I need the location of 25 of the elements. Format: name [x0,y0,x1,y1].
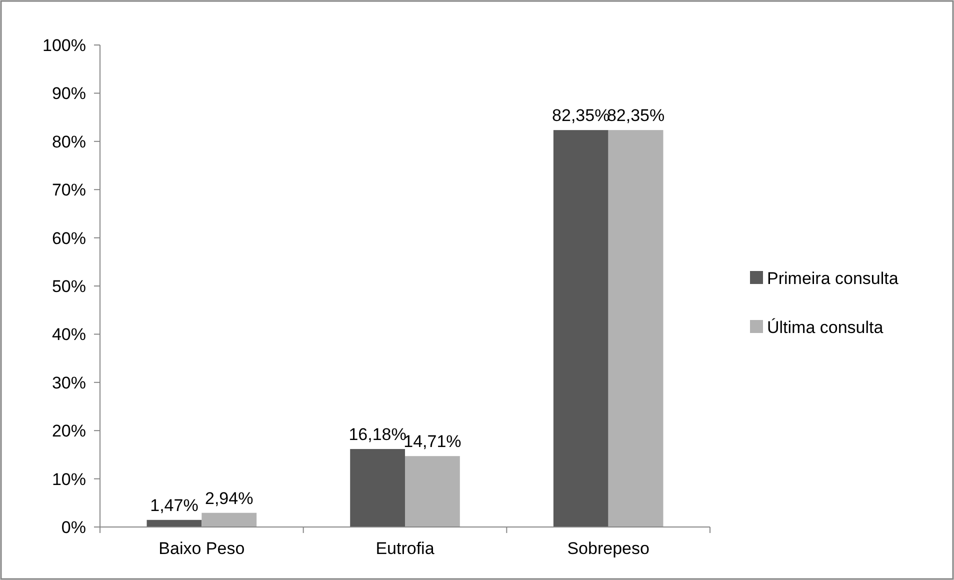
data-label: 2,94% [205,488,254,508]
y-tick-label: 60% [52,228,86,248]
y-tick-label: 50% [52,276,86,296]
x-tick-label: Baixo Peso [158,539,245,558]
y-tick-label: 20% [52,422,86,441]
y-tick-label: 100% [42,36,86,55]
y-tick-label: 70% [52,180,86,200]
bar [350,449,405,527]
data-label: 16,18% [348,425,406,444]
bar [553,130,608,527]
bar [405,456,460,527]
bar [146,520,202,527]
y-tick-label: 0% [61,518,86,537]
x-tick-label: Eutrofia [376,539,435,558]
y-tick-label: 90% [52,84,86,104]
x-tick-label: Sobrepeso [567,539,650,558]
bar [608,130,664,527]
y-tick-label: 10% [52,470,86,489]
bar [202,512,257,527]
legend-label: Última consulta [767,318,884,337]
y-tick-label: 40% [52,325,86,344]
y-tick-label: 30% [52,373,86,392]
data-label: 1,47% [150,496,198,515]
y-tick-label: 80% [52,132,86,152]
legend-label: Primeira consulta [767,268,899,288]
